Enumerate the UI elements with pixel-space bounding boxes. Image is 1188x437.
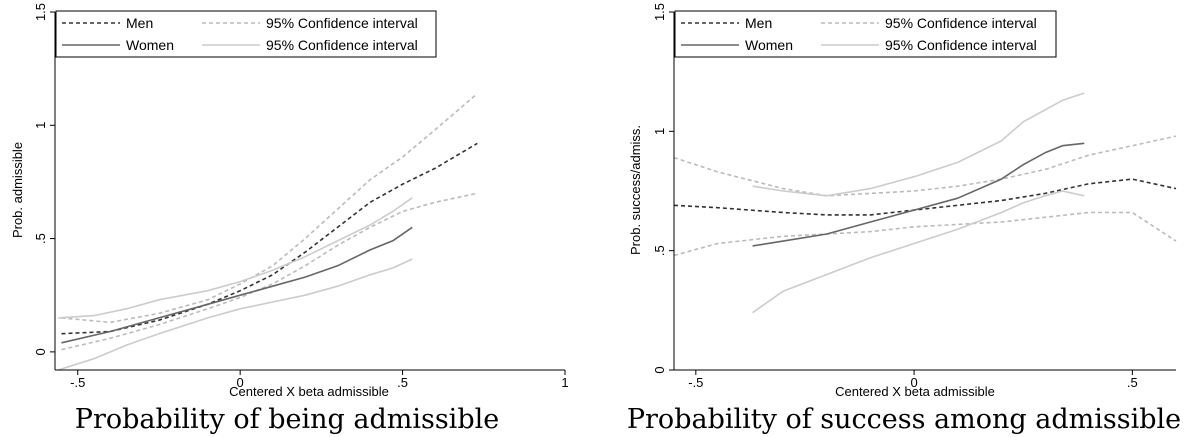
chart-admissible-y-tick-label: 1 xyxy=(33,122,48,129)
chart-success-y-axis-title: Prob. success/admiss. xyxy=(628,125,643,255)
chart-success-y-tick-label: 1 xyxy=(652,128,667,135)
chart-admissible-legend-label-men: Men xyxy=(126,15,153,31)
chart-admissible-ticks: -.5 0 .5 1 0 .5 1 1.5 xyxy=(33,3,569,390)
chart-admissible: -.5 0 .5 1 0 .5 1 1.5 Centered X beta admissibl… xyxy=(10,3,569,435)
chart-admissible-y-tick-label: 0 xyxy=(33,348,48,355)
chart-admissible-series-line-4 xyxy=(57,258,413,371)
chart-success-y-tick-label: 0 xyxy=(652,366,667,373)
chart-success-legend-label-women: Women xyxy=(745,37,793,53)
chart-success-x-tick-label: -.5 xyxy=(688,375,703,390)
chart-success-x-tick-label: 0 xyxy=(910,375,917,390)
chart-admissible-x-axis-title: Centered X beta admissible xyxy=(229,384,389,399)
chart-admissible-x-tick-label: 1 xyxy=(561,375,568,390)
chart-success-axes xyxy=(673,12,1176,371)
chart-admissible-curves xyxy=(57,92,478,371)
chart-success-caption: Probability of success among admissible xyxy=(627,404,1181,435)
chart-admissible-series-line-3 xyxy=(61,226,413,344)
chart-admissible-series-line-2 xyxy=(61,92,478,324)
chart-success-series-line-1 xyxy=(673,135,1177,197)
chart-admissible-legend-label-women: Women xyxy=(126,37,174,53)
chart-success-legend-box xyxy=(674,10,1057,58)
chart-success-ticks: -.5 0 .5 0 .5 1 1.5 xyxy=(652,3,1138,390)
chart-admissible-y-axis-title: Prob. admissible xyxy=(10,142,25,238)
chart-success-x-tick-label: .5 xyxy=(1127,375,1138,390)
chart-admissible-series-line-1 xyxy=(61,192,478,351)
chart-success-series-line-0 xyxy=(673,178,1177,216)
chart-success-y-tick-label: 1.5 xyxy=(652,3,667,21)
chart-admissible-y-tick-label: 1.5 xyxy=(33,3,48,21)
chart-success: -.5 0 .5 0 .5 1 1.5 Centered X beta admissible… xyxy=(627,3,1181,435)
chart-admissible-series-line-5 xyxy=(58,197,413,319)
chart-success-series-line-3 xyxy=(752,142,1085,247)
chart-admissible-x-tick-label: 0 xyxy=(237,375,244,390)
chart-admissible-legend-label-ci-dashed: 95% Confidence interval xyxy=(266,15,418,31)
chart-admissible-legend: Men Women 95% Confidence interval 95% Co… xyxy=(55,10,437,58)
chart-admissible-caption: Probability of being admissible xyxy=(75,404,499,435)
chart-admissible-x-tick-label: -.5 xyxy=(70,375,85,390)
chart-success-y-tick-label: .5 xyxy=(652,245,667,256)
chart-success-series-line-2 xyxy=(673,211,1177,257)
chart-admissible-legend-label-ci-solid: 95% Confidence interval xyxy=(266,37,418,53)
chart-success-legend-label-men: Men xyxy=(745,15,772,31)
chart-admissible-x-tick-label: .5 xyxy=(397,375,408,390)
chart-success-curves xyxy=(673,92,1177,314)
chart-success-series-line-4 xyxy=(752,190,1085,314)
chart-success-x-axis-title: Centered X beta admissible xyxy=(835,384,995,399)
chart-success-legend: Men Women 95% Confidence interval 95% Co… xyxy=(674,10,1057,58)
chart-admissible-y-tick-label: .5 xyxy=(33,233,48,244)
chart-success-legend-label-ci-solid: 95% Confidence interval xyxy=(885,37,1037,53)
chart-admissible-series-line-0 xyxy=(61,142,478,335)
chart-admissible-legend-box xyxy=(55,10,437,58)
chart-admissible-axes xyxy=(54,12,565,371)
chart-success-legend-label-ci-dashed: 95% Confidence interval xyxy=(885,15,1037,31)
chart-success-series-line-5 xyxy=(752,92,1085,197)
